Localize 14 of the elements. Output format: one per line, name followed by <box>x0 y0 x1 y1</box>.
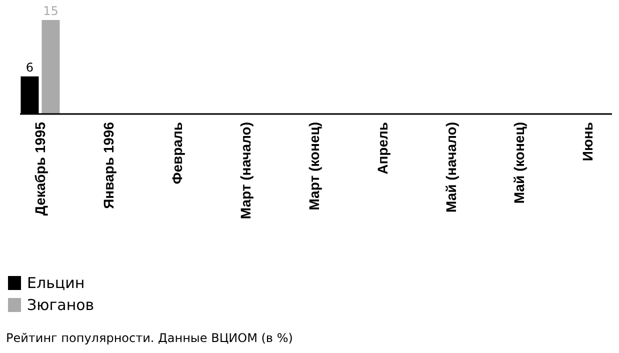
legend-label: Ельцин <box>27 274 85 292</box>
data-label: 6 <box>26 60 34 74</box>
data-label: 15 <box>43 4 58 18</box>
x-tick-label: Май (конец) <box>511 122 528 204</box>
x-tick-label: Март (начало) <box>237 122 254 220</box>
x-tick-label: Март (конец) <box>306 122 322 210</box>
x-tick-label: Февраль <box>169 122 186 184</box>
x-tick-label: Декабрь 1995 <box>32 122 48 216</box>
x-tick-label: Июнь <box>580 122 596 162</box>
x-tick-label: Май (начало) <box>442 122 459 213</box>
x-tick-label: Апрель <box>374 122 390 174</box>
x-tick-label: Январь 1996 <box>100 122 117 209</box>
text: Рейтинг популярности. Данные ВЦИОМ (в %) <box>6 331 293 345</box>
legend-label: Зюганов <box>27 296 94 314</box>
